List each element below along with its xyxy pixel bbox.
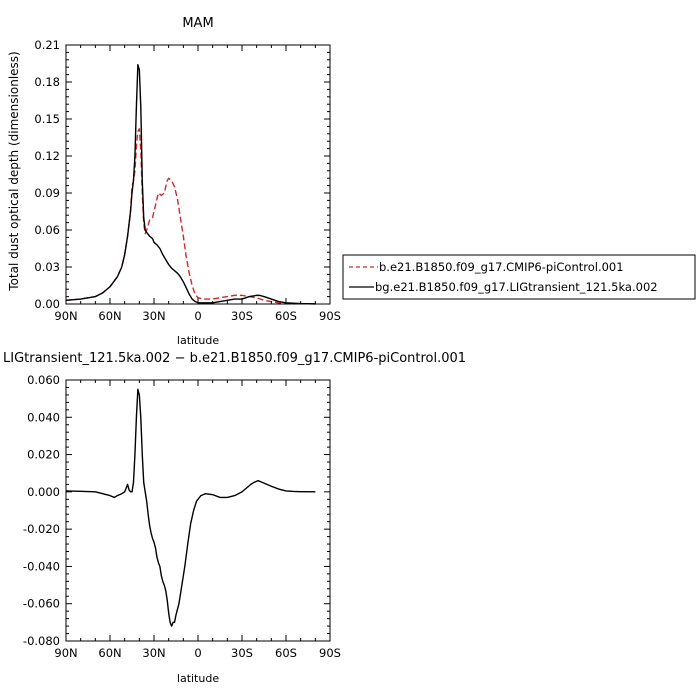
bottom-chart-x-axis-label: latitude: [177, 672, 219, 685]
legend-box: [342, 254, 696, 300]
top-chart-y-tick-label: 0.00: [34, 297, 60, 311]
bottom-chart-x-tick-label: 90S: [319, 646, 341, 660]
top-chart-y-tick-label: 0.06: [34, 223, 60, 237]
bottom-chart-x-tick-label: 60S: [275, 646, 297, 660]
top-chart-plot-frame: [65, 44, 331, 305]
bottom-chart-y-tick-label: -0.020: [23, 522, 60, 536]
top-chart-y-tick-label: 0.15: [34, 112, 60, 126]
bottom-chart-y-tick-label: 0.060: [27, 373, 60, 387]
top-chart-x-tick-label: 30N: [142, 309, 165, 323]
top-chart: MAM Total dust optical depth (dimensionl…: [7, 16, 341, 347]
top-chart-x-tick-label: 90S: [319, 309, 341, 323]
bottom-chart-y-tick-label: 0.000: [27, 485, 60, 499]
top-chart-x-tick-label: 30S: [231, 309, 253, 323]
bottom-chart-x-tick-label: 30S: [231, 646, 253, 660]
bottom-chart-x-tick-label: 60N: [98, 646, 121, 660]
top-chart-series-line-2: [65, 64, 316, 305]
top-chart-y-axis-label: Total dust optical depth (dimensionless): [7, 51, 21, 291]
bottom-chart-series-line-1: [65, 388, 316, 627]
bottom-chart-x-tick-label: 90N: [54, 646, 77, 660]
top-chart-x-tick-label: 60N: [98, 309, 121, 323]
bottom-chart-y-tick-label: -0.040: [23, 559, 60, 573]
top-chart-y-tick-label: 0.12: [34, 149, 60, 163]
bottom-chart-y-tick-label: -0.060: [23, 597, 60, 611]
top-chart-y-tick-label: 0.21: [34, 38, 60, 52]
bottom-chart-y-tick-label: -0.080: [23, 634, 60, 648]
legend-label-series-1: b.e21.B1850.f09_g17.CMIP6-piControl.001: [379, 260, 624, 274]
top-chart-legend: b.e21.B1850.f09_g17.CMIP6-piControl.001 …: [342, 254, 696, 300]
top-chart-series-line-1: [65, 128, 316, 305]
top-chart-x-tick-label: 0: [194, 309, 201, 323]
bottom-chart-y-tick-label: 0.020: [27, 448, 60, 462]
bottom-chart-plot-frame: [65, 379, 331, 642]
top-chart-y-tick-label: 0.09: [34, 186, 60, 200]
top-chart-x-axis-label: latitude: [177, 334, 219, 347]
top-chart-x-tick-label: 60S: [275, 309, 297, 323]
bottom-chart-x-tick-label: 0: [194, 646, 201, 660]
legend-label-series-2: bg.e21.B1850.f09_g17.LIGtransient_121.5k…: [375, 280, 658, 294]
top-chart-x-tick-label: 90N: [54, 309, 77, 323]
bottom-chart-title: LIGtransient_121.5ka.002 − b.e21.B1850.f…: [3, 351, 466, 366]
bottom-chart: LIGtransient_121.5ka.002 − b.e21.B1850.f…: [3, 351, 466, 685]
top-chart-title: MAM: [182, 16, 213, 31]
bottom-chart-y-tick-label: 0.040: [27, 410, 60, 424]
top-chart-y-tick-label: 0.03: [34, 260, 60, 274]
top-chart-y-tick-label: 0.18: [34, 75, 60, 89]
bottom-chart-x-tick-label: 30N: [142, 646, 165, 660]
